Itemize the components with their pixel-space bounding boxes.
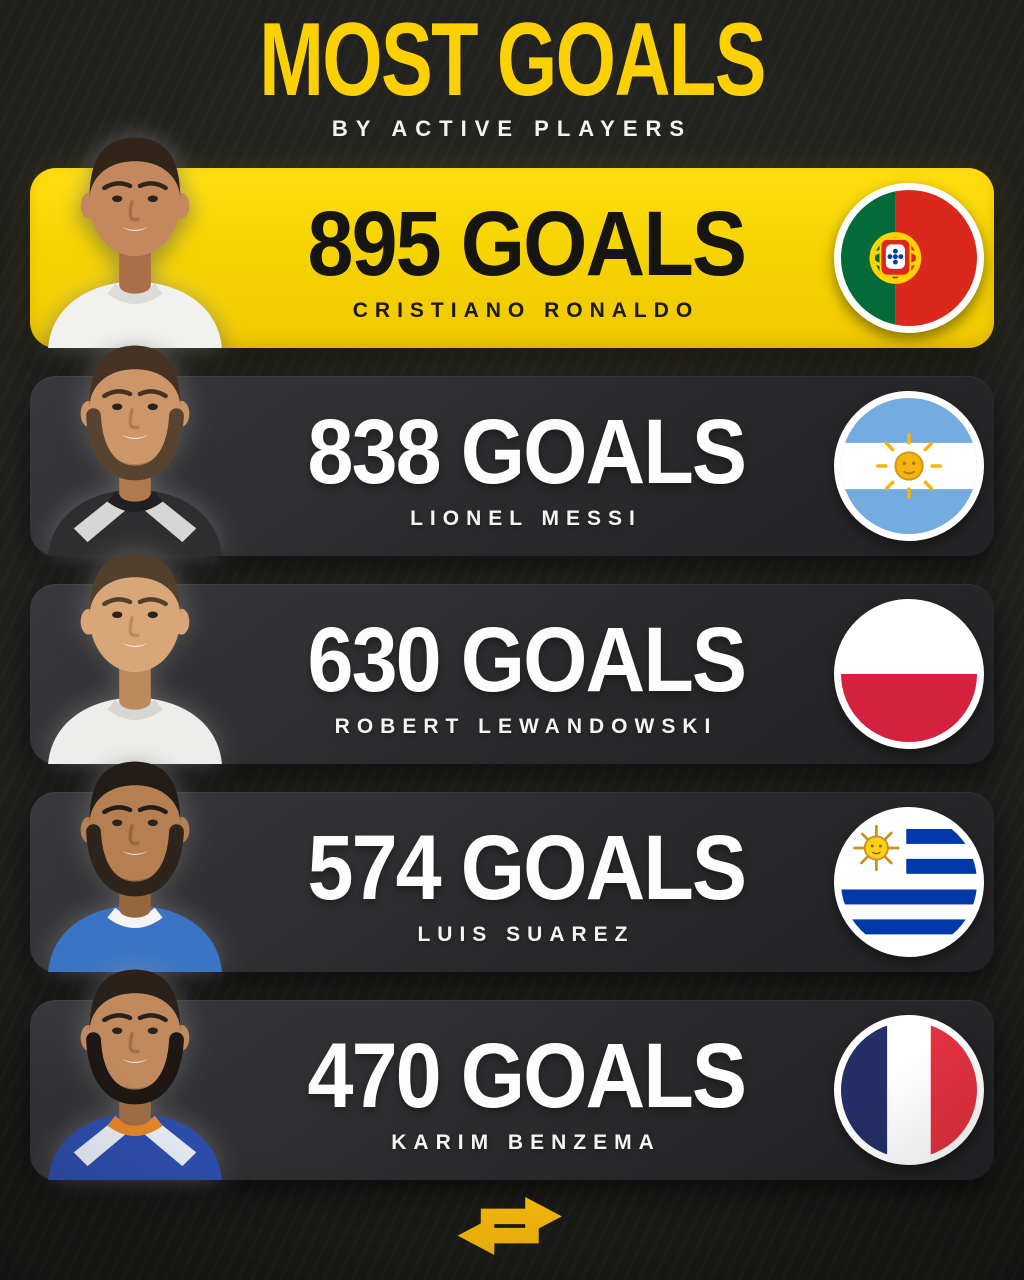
page-title: MOST GOALS	[259, 0, 766, 118]
player-name: LUIS SUAREZ	[417, 922, 635, 946]
france-flag-icon	[834, 1015, 984, 1165]
player-row-messi: 838 GOALS LIONEL MESSI	[30, 376, 994, 556]
player-name: LIONEL MESSI	[410, 506, 642, 530]
goals-value: 895 GOALS	[307, 191, 747, 295]
ranking-list: 895 GOALS CRISTIANO RONALDO	[30, 168, 994, 1208]
stat-block: 838 GOALS LIONEL MESSI	[242, 376, 810, 556]
uruguay-flag-icon	[834, 807, 984, 957]
stat-block: 470 GOALS KARIM BENZEMA	[242, 1000, 810, 1180]
player-photo-benzema	[36, 933, 234, 1180]
player-name: ROBERT LEWANDOWSKI	[334, 714, 718, 738]
stat-block: 895 GOALS CRISTIANO RONALDO	[242, 168, 810, 348]
player-avatar	[36, 933, 234, 1180]
goals-value: 630 GOALS	[307, 607, 747, 711]
page-subtitle: BY ACTIVE PLAYERS	[331, 116, 693, 141]
player-row-lewandowski: 630 GOALS ROBERT LEWANDOWSKI	[30, 584, 994, 764]
stat-block: 630 GOALS ROBERT LEWANDOWSKI	[242, 584, 810, 764]
goals-value: 470 GOALS	[307, 1023, 747, 1127]
stat-block: 574 GOALS LUIS SUAREZ	[242, 792, 810, 972]
portugal-flag-icon	[834, 183, 984, 333]
player-name: KARIM BENZEMA	[391, 1130, 661, 1154]
argentina-flag-icon	[834, 391, 984, 541]
poland-flag-icon	[834, 599, 984, 749]
swipe-arrows-icon	[454, 1190, 566, 1262]
player-row-benzema: 470 GOALS KARIM BENZEMA	[30, 1000, 994, 1180]
player-row-suarez: 574 GOALS LUIS SUAREZ	[30, 792, 994, 972]
player-row-ronaldo: 895 GOALS CRISTIANO RONALDO	[30, 168, 994, 348]
player-name: CRISTIANO RONALDO	[352, 298, 700, 322]
goals-value: 838 GOALS	[307, 399, 747, 503]
goals-value: 574 GOALS	[307, 815, 747, 919]
